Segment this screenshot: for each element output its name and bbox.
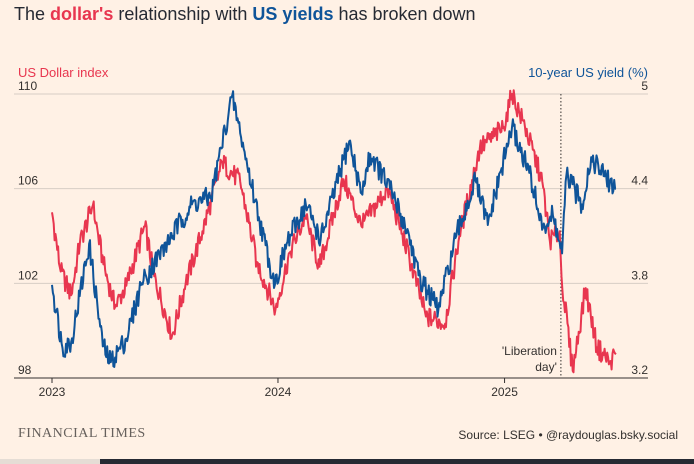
x-tick-label: 2025 [491, 385, 518, 399]
dollar-index-line [51, 89, 617, 374]
y-left-tick-label: 102 [18, 268, 38, 282]
chart-title: The dollar's relationship with US yields… [14, 4, 476, 25]
y-right-tick-label: 5 [641, 79, 648, 93]
y-left-tick-label: 110 [18, 79, 37, 93]
title-part-1: The [14, 4, 51, 24]
liberation-day-label: 'Liberation [502, 344, 557, 358]
y-axis-left-title: US Dollar index [18, 65, 109, 80]
ft-brand-logo: FINANCIAL TIMES [18, 426, 146, 441]
x-tick-label: 2024 [265, 385, 292, 399]
y-right-tick-label: 3.2 [631, 363, 648, 377]
liberation-day-label: day' [535, 360, 557, 374]
bottom-bar-dark [100, 459, 694, 464]
grid [14, 93, 648, 379]
y-right-tick-label: 3.8 [631, 268, 648, 282]
x-tick-label: 2023 [39, 385, 66, 399]
y-left-tick-label: 98 [18, 363, 32, 377]
us-yield-line [51, 90, 617, 368]
axis-ticks: 110 5 106 4.4 102 3.8 98 3.2 2023 2024 2025 [18, 79, 648, 399]
title-part-3: has broken down [333, 4, 476, 24]
series-lines [51, 89, 617, 374]
title-dollar-highlight: dollar's [50, 4, 114, 24]
source-note: Source: LSEG • @raydouglas.bsky.social [458, 428, 678, 442]
title-yields-highlight: US yields [252, 4, 334, 24]
title-part-2: relationship with [113, 4, 253, 24]
y-left-tick-label: 106 [18, 174, 38, 188]
y-axis-right-title: 10-year US yield (%) [528, 65, 648, 80]
y-right-tick-label: 4.4 [631, 174, 648, 188]
chart: US Dollar index 10-year US yield (%) 110… [14, 65, 648, 399]
liberation-day-annotation: 'Liberation day' [502, 94, 562, 378]
